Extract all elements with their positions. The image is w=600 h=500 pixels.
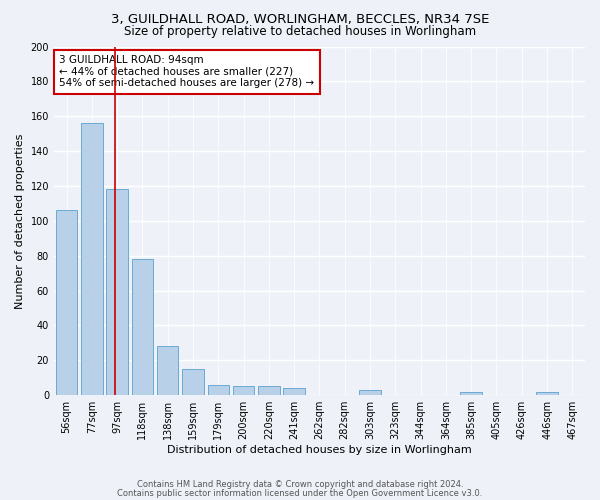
- Bar: [208, 384, 229, 395]
- Bar: [283, 388, 305, 395]
- Bar: [359, 390, 381, 395]
- Bar: [56, 210, 77, 395]
- Bar: [106, 190, 128, 395]
- Text: 3, GUILDHALL ROAD, WORLINGHAM, BECCLES, NR34 7SE: 3, GUILDHALL ROAD, WORLINGHAM, BECCLES, …: [111, 12, 489, 26]
- Bar: [131, 259, 153, 395]
- Y-axis label: Number of detached properties: Number of detached properties: [15, 133, 25, 308]
- Bar: [157, 346, 178, 395]
- Bar: [233, 386, 254, 395]
- X-axis label: Distribution of detached houses by size in Worlingham: Distribution of detached houses by size …: [167, 445, 472, 455]
- Bar: [81, 123, 103, 395]
- Bar: [258, 386, 280, 395]
- Bar: [182, 369, 204, 395]
- Text: Contains HM Land Registry data © Crown copyright and database right 2024.: Contains HM Land Registry data © Crown c…: [137, 480, 463, 489]
- Bar: [460, 392, 482, 395]
- Text: Size of property relative to detached houses in Worlingham: Size of property relative to detached ho…: [124, 25, 476, 38]
- Text: Contains public sector information licensed under the Open Government Licence v3: Contains public sector information licen…: [118, 489, 482, 498]
- Text: 3 GUILDHALL ROAD: 94sqm
← 44% of detached houses are smaller (227)
54% of semi-d: 3 GUILDHALL ROAD: 94sqm ← 44% of detache…: [59, 55, 314, 88]
- Bar: [536, 392, 558, 395]
